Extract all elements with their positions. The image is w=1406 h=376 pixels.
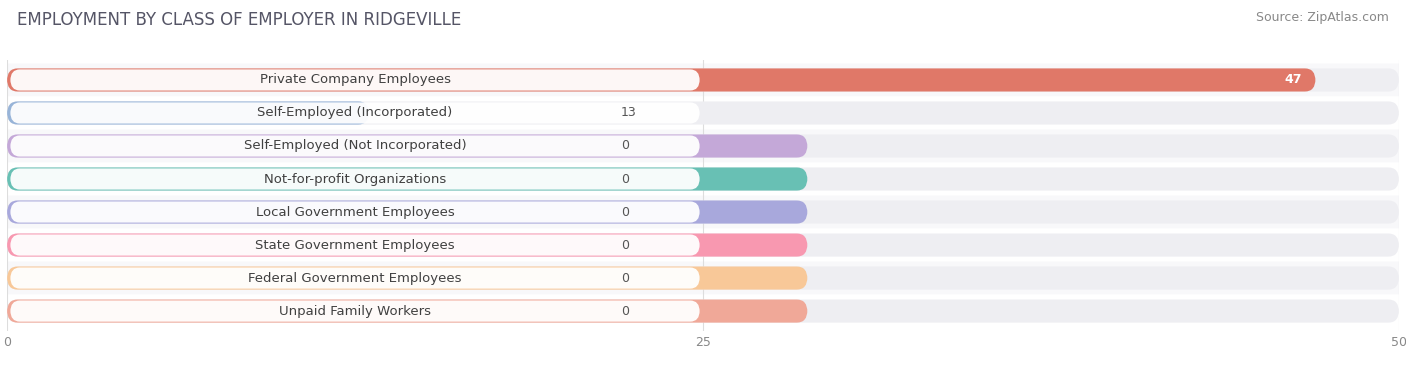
Text: 0: 0: [621, 206, 628, 218]
FancyBboxPatch shape: [7, 267, 807, 290]
Text: Source: ZipAtlas.com: Source: ZipAtlas.com: [1256, 11, 1389, 24]
FancyBboxPatch shape: [7, 167, 807, 191]
Text: State Government Employees: State Government Employees: [256, 238, 454, 252]
Text: 0: 0: [621, 305, 628, 318]
FancyBboxPatch shape: [10, 168, 700, 190]
FancyBboxPatch shape: [7, 167, 1399, 191]
FancyBboxPatch shape: [7, 135, 807, 158]
Text: Unpaid Family Workers: Unpaid Family Workers: [278, 305, 432, 318]
FancyBboxPatch shape: [7, 267, 1399, 290]
Text: 0: 0: [621, 139, 628, 153]
FancyBboxPatch shape: [7, 102, 368, 124]
FancyBboxPatch shape: [7, 196, 1399, 229]
FancyBboxPatch shape: [10, 300, 700, 321]
Text: EMPLOYMENT BY CLASS OF EMPLOYER IN RIDGEVILLE: EMPLOYMENT BY CLASS OF EMPLOYER IN RIDGE…: [17, 11, 461, 29]
Text: Self-Employed (Not Incorporated): Self-Employed (Not Incorporated): [243, 139, 467, 153]
FancyBboxPatch shape: [7, 233, 807, 256]
Text: 0: 0: [621, 238, 628, 252]
FancyBboxPatch shape: [7, 300, 807, 323]
FancyBboxPatch shape: [7, 68, 1399, 91]
Text: Self-Employed (Incorporated): Self-Employed (Incorporated): [257, 106, 453, 120]
Text: Local Government Employees: Local Government Employees: [256, 206, 454, 218]
FancyBboxPatch shape: [7, 129, 1399, 162]
Text: Not-for-profit Organizations: Not-for-profit Organizations: [264, 173, 446, 185]
FancyBboxPatch shape: [7, 97, 1399, 129]
Text: Private Company Employees: Private Company Employees: [260, 73, 450, 86]
FancyBboxPatch shape: [7, 102, 1399, 124]
FancyBboxPatch shape: [7, 200, 1399, 224]
Text: 0: 0: [621, 173, 628, 185]
FancyBboxPatch shape: [10, 102, 700, 124]
FancyBboxPatch shape: [10, 70, 700, 91]
FancyBboxPatch shape: [7, 262, 1399, 294]
FancyBboxPatch shape: [7, 64, 1399, 97]
Text: 47: 47: [1284, 73, 1302, 86]
FancyBboxPatch shape: [7, 68, 1316, 91]
FancyBboxPatch shape: [7, 162, 1399, 196]
FancyBboxPatch shape: [7, 200, 807, 224]
FancyBboxPatch shape: [7, 294, 1399, 327]
FancyBboxPatch shape: [7, 233, 1399, 256]
FancyBboxPatch shape: [7, 135, 1399, 158]
FancyBboxPatch shape: [10, 235, 700, 256]
FancyBboxPatch shape: [7, 300, 1399, 323]
FancyBboxPatch shape: [10, 135, 700, 156]
FancyBboxPatch shape: [10, 267, 700, 289]
FancyBboxPatch shape: [10, 202, 700, 223]
Text: 13: 13: [621, 106, 637, 120]
FancyBboxPatch shape: [7, 229, 1399, 262]
Text: 0: 0: [621, 271, 628, 285]
Text: Federal Government Employees: Federal Government Employees: [249, 271, 461, 285]
